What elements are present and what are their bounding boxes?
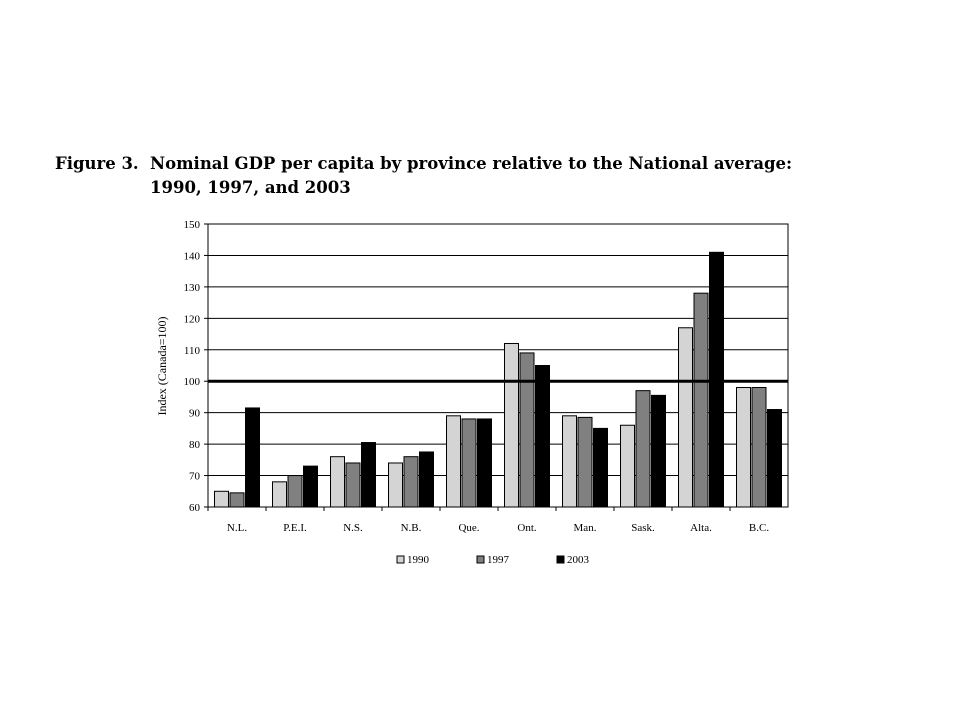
bar-ont-2003 bbox=[535, 365, 550, 508]
x-category-label: P.E.I. bbox=[283, 522, 307, 534]
bar-que-2003 bbox=[477, 418, 492, 508]
y-tick-label: 60 bbox=[189, 502, 201, 514]
figure-title-line-1: Nominal GDP per capita by province relat… bbox=[150, 154, 793, 173]
bar-nb-2003 bbox=[419, 451, 434, 508]
y-tick-label: 100 bbox=[184, 376, 201, 388]
bar-nb-1990 bbox=[388, 462, 403, 508]
figure-title-line-2: 1990, 1997, and 2003 bbox=[150, 178, 351, 197]
bar-alta-1990 bbox=[678, 327, 693, 508]
x-category-label: N.B. bbox=[401, 522, 422, 534]
y-tick-label: 120 bbox=[184, 313, 201, 325]
y-tick-label: 70 bbox=[189, 471, 201, 483]
bar-nl-1997 bbox=[229, 492, 245, 508]
bar-man-1997 bbox=[577, 416, 593, 508]
x-category-label: N.L. bbox=[227, 522, 247, 534]
bar-ont-1990 bbox=[504, 342, 519, 508]
bar-pei-1990 bbox=[272, 481, 287, 508]
bar-nb-1997 bbox=[403, 456, 419, 508]
legend-label-1990: 1990 bbox=[407, 554, 430, 566]
y-tick-label: 150 bbox=[184, 219, 201, 231]
bar-ns-2003 bbox=[361, 442, 376, 508]
bar-bc-1990 bbox=[736, 387, 751, 508]
bar-ont-1997 bbox=[519, 352, 535, 508]
bars bbox=[214, 251, 782, 508]
legend-swatch-2003 bbox=[556, 555, 565, 564]
bar-man-1990 bbox=[562, 415, 577, 508]
bar-ns-1990 bbox=[330, 456, 345, 508]
bar-bc-2003 bbox=[767, 409, 782, 508]
bar-nl-2003 bbox=[245, 407, 260, 508]
bar-alta-2003 bbox=[709, 251, 724, 508]
figure-label: Figure 3. bbox=[55, 154, 139, 173]
y-tick-label: 130 bbox=[184, 282, 201, 294]
y-tick-label: 110 bbox=[184, 345, 201, 357]
legend-swatch-1990 bbox=[396, 555, 405, 564]
bar-sask-2003 bbox=[651, 394, 666, 508]
y-tick-label: 80 bbox=[189, 439, 201, 451]
x-category-label: Man. bbox=[574, 522, 597, 534]
bar-nl-1990 bbox=[214, 490, 229, 508]
y-tick-label: 90 bbox=[189, 408, 201, 420]
bar-que-1997 bbox=[461, 418, 477, 508]
y-axis-title: Index (Canada=100) bbox=[155, 316, 169, 415]
x-category-label: Alta. bbox=[690, 522, 712, 534]
x-category-label: N.S. bbox=[343, 522, 363, 534]
figure-title: Figure 3. Nominal GDP per capita by prov… bbox=[55, 152, 792, 200]
legend: 1990 1997 2003 bbox=[396, 554, 590, 566]
bar-man-2003 bbox=[593, 427, 608, 508]
legend-label-1997: 1997 bbox=[487, 554, 510, 566]
x-category-label: B.C. bbox=[749, 522, 769, 534]
bar-sask-1990 bbox=[620, 424, 635, 508]
axes: 60 70 80 90 100 110 120 130 140 150 N.L. P.E.I. N.S.… bbox=[184, 219, 789, 534]
x-category-label: Que. bbox=[458, 522, 479, 534]
legend-label-2003: 2003 bbox=[567, 554, 590, 566]
bar-pei-2003 bbox=[303, 465, 318, 508]
y-tick-label: 140 bbox=[184, 250, 201, 262]
x-category-label: Ont. bbox=[517, 522, 537, 534]
bar-pei-1997 bbox=[287, 475, 303, 508]
x-category-label: Sask. bbox=[631, 522, 655, 534]
legend-swatch-1997 bbox=[476, 555, 485, 564]
bar-que-1990 bbox=[446, 415, 461, 508]
bar-bc-1997 bbox=[751, 387, 767, 508]
bar-sask-1997 bbox=[635, 390, 651, 508]
bar-alta-1997 bbox=[693, 292, 709, 508]
bar-ns-1997 bbox=[345, 462, 361, 508]
